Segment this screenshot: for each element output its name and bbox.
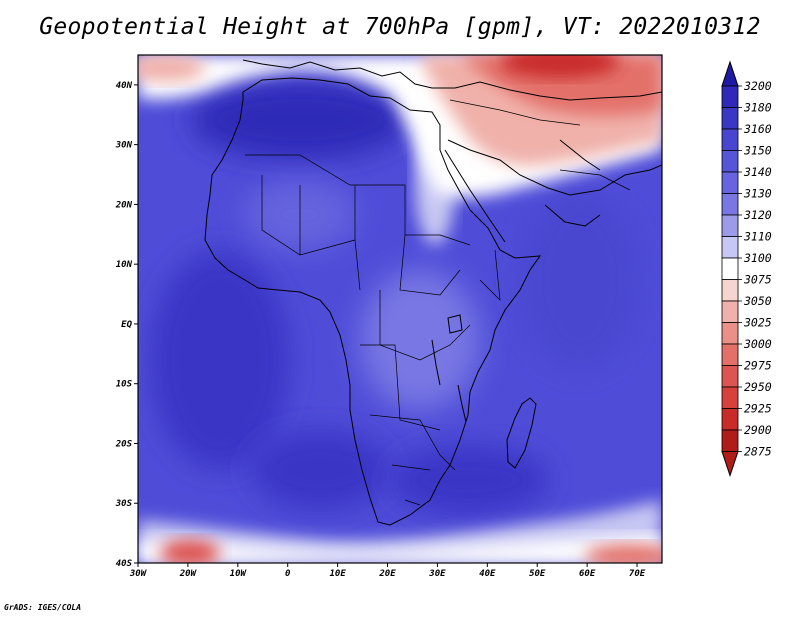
colorbar-swatch [721,214,739,237]
credit-label: GrADS: IGES/COLA [4,603,82,612]
axis-labels: 30W 20W 10W 0 10E 20E 30E 40E 50E 60E 70E 40N 30N 20N… [115,81,646,579]
low-caspian [500,55,620,78]
colorbar-swatch [721,128,739,151]
arabia-coastline [447,139,662,227]
x-tick-label: 20W [179,569,198,579]
low-south-atlantic [160,539,220,563]
y-tick-label: 40S [116,559,133,569]
colorbar-bottom-arrow [721,451,739,478]
colorbar-swatch [721,429,739,452]
colorbar-label: 3110 [743,230,772,244]
country-borders [245,99,631,506]
colorbar-label: 3050 [743,294,772,308]
y-tick-label: 40N [116,81,133,91]
europe-coastline [242,59,662,101]
x-tick-label: 40E [479,569,496,579]
high-north-africa [190,80,410,160]
colorbar-label: 2925 [744,402,772,416]
border-lines [245,99,631,506]
x-tick-label: 0 [285,569,291,579]
colorbar-label: 2875 [744,445,772,459]
x-tick-label: 60E [579,569,596,579]
persian-gulf [559,139,601,171]
south-white-band [138,535,662,563]
low-northwest [138,55,205,82]
colorbar-label: 3130 [743,187,772,201]
coastlines [204,59,662,526]
y-tick-label: 20S [115,439,133,449]
light-central-africa [360,270,480,410]
colorbar-swatch [721,279,739,302]
colorbar-swatch [721,107,739,130]
y-tick-label: 20N [115,200,133,210]
colorbar-swatch [721,365,739,388]
high-indian-ocean [520,190,640,370]
colorbar-swatch [721,257,739,280]
plot-frame [137,54,663,564]
colorbar-swatch [721,85,739,108]
colorbar-swatch [721,193,739,216]
x-tick-label: 20E [378,569,396,579]
y-tick-label: 10S [116,380,133,390]
map-title: Geopotential Height at 700hPa [gpm], VT:… [39,14,761,40]
colorbar-label: 3180 [743,101,772,115]
colorbar-swatch [721,322,739,345]
contour-field [138,55,662,563]
colorbar-label: 2975 [744,359,772,373]
x-tick-label: 30W [129,569,148,579]
colorbar-label: 3200 [743,79,772,93]
high-southeast [390,445,550,515]
lake-tanganyika [431,339,441,386]
colorbar-swatch [721,408,739,431]
madagascar-coastline [506,397,537,469]
y-tick-label: EQ [121,320,132,330]
colorbar-label: 3075 [743,273,772,287]
high-south-atlantic [150,250,290,470]
colorbar-label: 2900 [744,423,772,437]
colorbar-label: 3140 [743,165,772,179]
lake-malawi [457,384,467,423]
high-southwest [250,430,390,510]
colorbar-swatch [721,300,739,323]
x-tick-label: 30E [428,569,446,579]
colorbar-label: 3160 [743,122,772,136]
africa-coastline [204,77,542,526]
colorbar-swatch [721,343,739,366]
colorbar-swatch [721,386,739,409]
colorbar-label: 3100 [743,251,772,265]
colorbar: 3200 3180 3160 3150 3140 3130 3120 3110 3100 3075… [721,60,772,478]
colorbar-label: 3120 [743,208,772,222]
colorbar-top-arrow [721,60,739,87]
y-tick-label: 30S [115,499,133,509]
colorbar-swatch [721,171,739,194]
y-tick-label: 30N [115,141,133,151]
colorbar-label: 3000 [743,337,772,351]
x-tick-label: 10E [329,569,346,579]
colorbar-swatch [721,236,739,259]
x-tick-label: 10W [230,569,248,579]
x-tick-label: 70E [629,569,646,579]
colorbar-label: 3025 [743,316,772,330]
lake-victoria [447,314,463,334]
red-sea [444,149,506,243]
y-tick-label: 10N [116,260,133,270]
x-tick-label: 50E [529,569,546,579]
colorbar-swatch [721,150,739,173]
colorbar-label: 2950 [744,380,772,394]
colorbar-label: 3150 [743,144,772,158]
low-south-indian [585,544,662,563]
